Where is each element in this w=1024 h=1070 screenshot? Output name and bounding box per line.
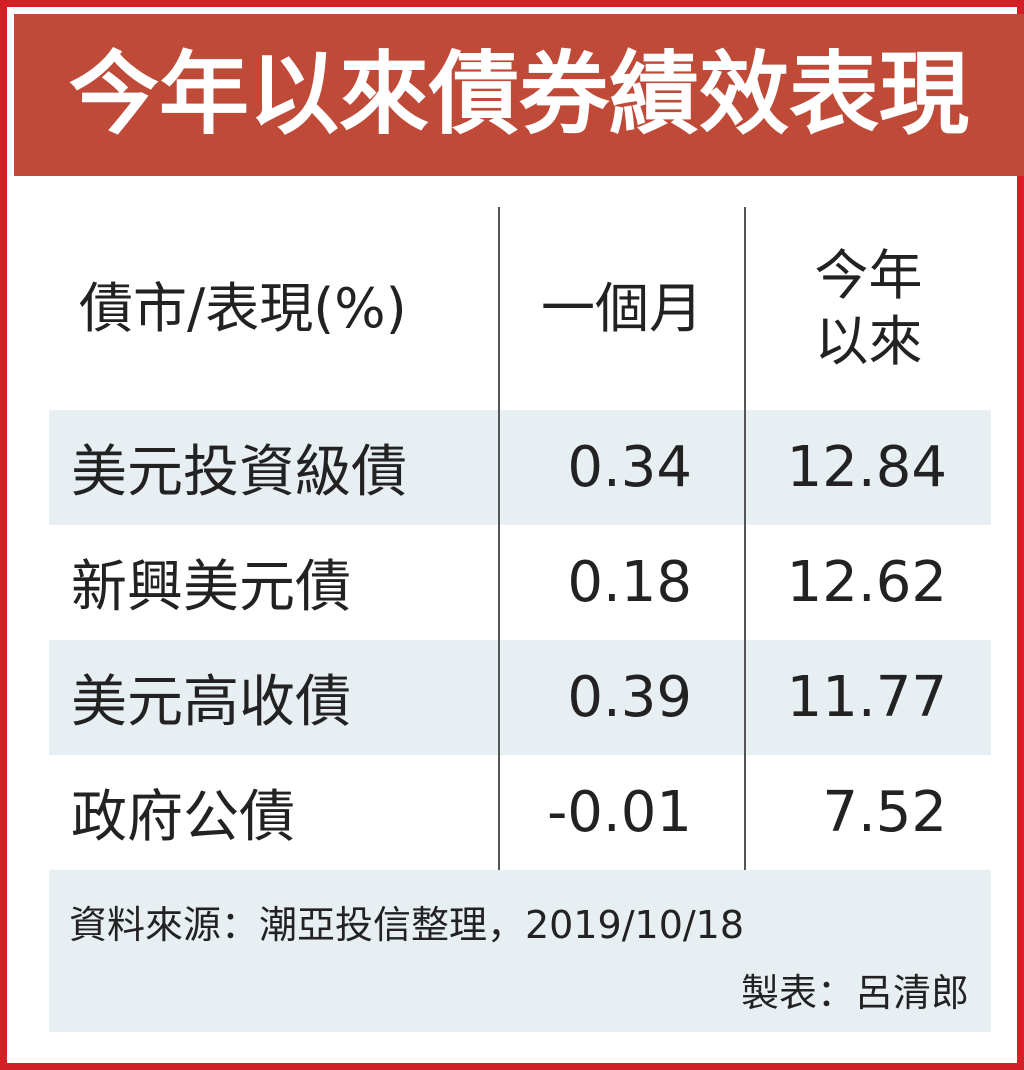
row-ytd: 7.52 [744,755,991,870]
row-ytd: 11.77 [744,640,991,755]
table-header-row: 債市/表現(%) 一個月 今年 以來 [49,207,991,410]
chart-maker-credit: 製表：呂清郎 [740,971,969,1015]
row-one-month: 0.39 [498,640,745,755]
bond-performance-table: 債市/表現(%) 一個月 今年 以來 美元投資級債 0.34 12.84 新興美… [49,207,991,870]
header-one-month: 一個月 [498,207,745,410]
header-ytd: 今年 以來 [744,207,991,410]
row-one-month: 0.18 [498,525,745,640]
table-row: 政府公債 -0.01 7.52 [49,755,991,870]
table-row: 新興美元債 0.18 12.62 [49,525,991,640]
row-name: 新興美元債 [71,555,351,620]
row-one-month: -0.01 [498,755,745,870]
header-ytd-line1: 今年 [814,243,923,307]
row-ytd: 12.62 [744,525,991,640]
footer-notes: 資料來源：潮亞投信整理，2019/10/18 製表：呂清郎 [49,872,991,1032]
header-bond-market: 債市/表現(%) [79,276,407,340]
source-note: 資料來源：潮亞投信整理，2019/10/18 [69,903,745,947]
row-name: 美元投資級債 [71,440,407,505]
row-name: 美元高收債 [71,670,351,735]
page-title: 今年以來債券績效表現 [14,14,1024,176]
table-row: 美元投資級債 0.34 12.84 [49,410,991,525]
row-one-month: 0.34 [498,410,745,525]
header-ytd-line2: 以來 [814,309,923,373]
row-ytd: 12.84 [744,410,991,525]
table-card: 債市/表現(%) 一個月 今年 以來 美元投資級債 0.34 12.84 新興美… [49,207,991,1032]
row-name: 政府公債 [71,785,295,850]
table-row: 美元高收債 0.39 11.77 [49,640,991,755]
